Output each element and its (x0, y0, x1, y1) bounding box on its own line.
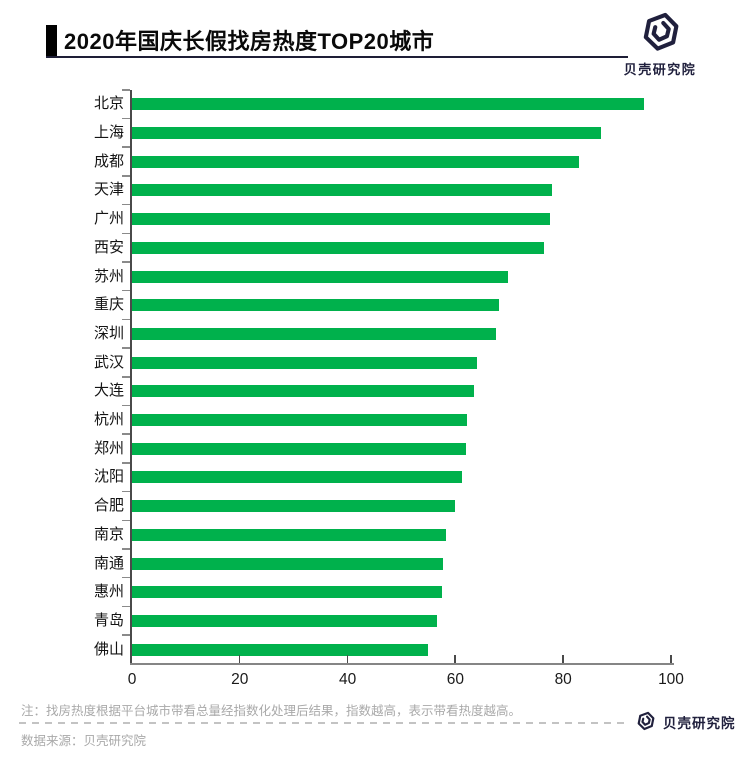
x-axis-tick (346, 655, 349, 663)
y-axis-tick (122, 347, 130, 349)
category-label: 惠州 (93, 583, 124, 601)
y-axis-tick (122, 576, 130, 579)
y-axis-tick (122, 634, 130, 636)
footnote: 注：找房热度根据平台城市带看总量经指数化处理后结果，指数越高，表示带看热度越高。 (21, 704, 522, 718)
bar (132, 213, 550, 226)
bar (132, 586, 442, 599)
x-tick-label: 0 (127, 671, 137, 688)
bar (132, 471, 463, 484)
bar (132, 500, 456, 513)
category-label: 南京 (93, 525, 124, 543)
bar (132, 614, 438, 627)
y-axis-tick (122, 519, 130, 521)
category-label: 南通 (93, 554, 124, 572)
x-axis-tick (454, 655, 456, 663)
y-axis-tick (122, 175, 130, 177)
bar (132, 98, 644, 111)
x-axis-tick (238, 655, 241, 663)
category-label: 苏州 (93, 267, 124, 285)
y-axis-tick (122, 289, 130, 292)
bar (132, 127, 601, 140)
title-accent-bar (46, 25, 57, 56)
y-axis-tick (122, 146, 130, 148)
bar (132, 270, 508, 283)
page-title: 2020年国庆长假找房热度TOP20城市 (64, 29, 435, 54)
beike-logo: 贝壳研究院 (612, 9, 708, 78)
category-label: 西安 (93, 238, 124, 256)
beike-shell-icon (637, 711, 655, 731)
y-axis-line (130, 90, 132, 664)
category-label: 佛山 (93, 640, 124, 658)
bar (132, 155, 580, 168)
y-axis-tick (122, 203, 130, 206)
bar (132, 643, 429, 656)
bar (132, 356, 477, 369)
x-axis-tick (562, 655, 564, 663)
category-label: 青岛 (93, 611, 124, 629)
y-axis-tick (122, 117, 130, 120)
x-tick-label: 100 (658, 671, 684, 688)
beike-logo-text: 贝壳研究院 (623, 62, 697, 77)
category-label: 成都 (93, 152, 124, 170)
category-label: 郑州 (93, 439, 124, 457)
y-axis-tick (122, 462, 130, 464)
y-axis-tick (122, 605, 130, 608)
x-axis-tick (670, 655, 672, 663)
bar (132, 299, 499, 312)
x-tick-label: 40 (338, 671, 357, 688)
beike-logo-small: 贝壳研究院 (634, 710, 736, 733)
y-axis-tick (122, 404, 130, 407)
x-tick-label: 20 (231, 671, 249, 688)
bar (132, 557, 443, 570)
category-label: 广州 (93, 210, 124, 228)
bar (132, 414, 468, 427)
beike-shell-icon (643, 12, 679, 51)
y-axis-tick (122, 232, 130, 234)
y-axis-tick (122, 490, 130, 493)
category-label: 上海 (93, 124, 124, 142)
category-label: 合肥 (93, 497, 124, 515)
bar (132, 528, 446, 541)
y-axis-tick (122, 433, 130, 435)
title-underline (46, 56, 628, 58)
data-source: 数据来源：贝壳研究院 (21, 734, 147, 748)
category-label: 天津 (93, 181, 124, 199)
bar (132, 241, 545, 254)
y-axis-tick (122, 261, 130, 263)
x-axis-line (130, 663, 674, 665)
category-label: 深圳 (93, 324, 124, 342)
x-tick-label: 80 (554, 671, 572, 688)
bar (132, 184, 553, 197)
category-label: 沈阳 (93, 468, 124, 486)
category-label: 杭州 (93, 411, 124, 429)
category-label: 大连 (93, 382, 124, 400)
dashed-divider (19, 722, 629, 724)
x-tick-label: 60 (446, 671, 465, 688)
y-axis-tick (122, 548, 130, 550)
bar (132, 327, 496, 340)
bar (132, 442, 467, 455)
beike-logo-text: 贝壳研究院 (663, 715, 736, 731)
y-axis-tick (122, 376, 130, 378)
category-label: 北京 (93, 95, 124, 113)
category-label: 武汉 (93, 353, 124, 371)
category-label: 重庆 (93, 296, 124, 314)
y-axis-tick (122, 89, 130, 91)
y-axis-tick (122, 318, 130, 321)
bar (132, 385, 475, 398)
